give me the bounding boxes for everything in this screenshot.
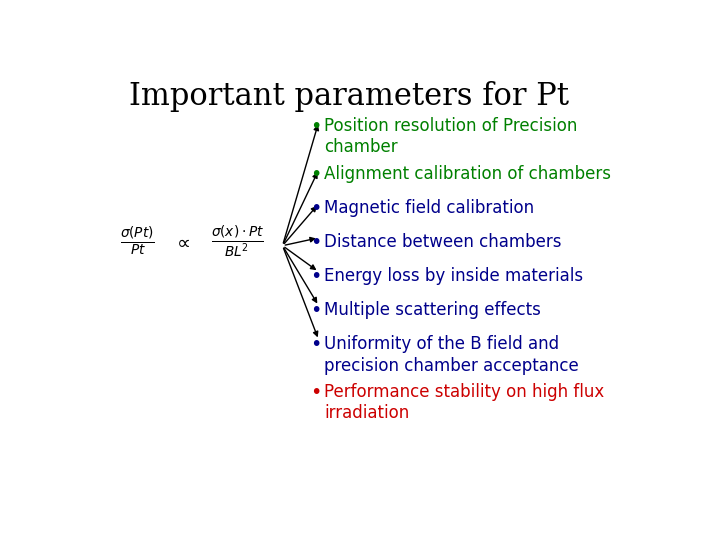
Text: $\propto$: $\propto$: [174, 232, 191, 251]
Text: Position resolution of Precision
chamber: Position resolution of Precision chamber: [324, 117, 577, 156]
Text: •: •: [310, 233, 322, 252]
Text: $\frac{\sigma(Pt)}{Pt}$: $\frac{\sigma(Pt)}{Pt}$: [120, 225, 155, 258]
Text: •: •: [310, 199, 322, 218]
Text: Multiple scattering effects: Multiple scattering effects: [324, 301, 541, 319]
Text: •: •: [310, 117, 322, 136]
Text: Distance between chambers: Distance between chambers: [324, 233, 562, 251]
Text: Energy loss by inside materials: Energy loss by inside materials: [324, 267, 583, 285]
Text: Alignment calibration of chambers: Alignment calibration of chambers: [324, 165, 611, 183]
Text: Performance stability on high flux
irradiation: Performance stability on high flux irrad…: [324, 383, 605, 422]
Text: $\frac{\sigma(x) \cdot Pt}{BL^2}$: $\frac{\sigma(x) \cdot Pt}{BL^2}$: [212, 224, 264, 260]
Text: •: •: [310, 335, 322, 354]
Text: •: •: [310, 165, 322, 184]
Text: Important parameters for Pt: Important parameters for Pt: [129, 82, 569, 112]
Text: Uniformity of the B field and
precision chamber acceptance: Uniformity of the B field and precision …: [324, 335, 579, 375]
Text: •: •: [310, 301, 322, 320]
Text: •: •: [310, 383, 322, 402]
Text: Magnetic field calibration: Magnetic field calibration: [324, 199, 534, 217]
Text: •: •: [310, 267, 322, 286]
